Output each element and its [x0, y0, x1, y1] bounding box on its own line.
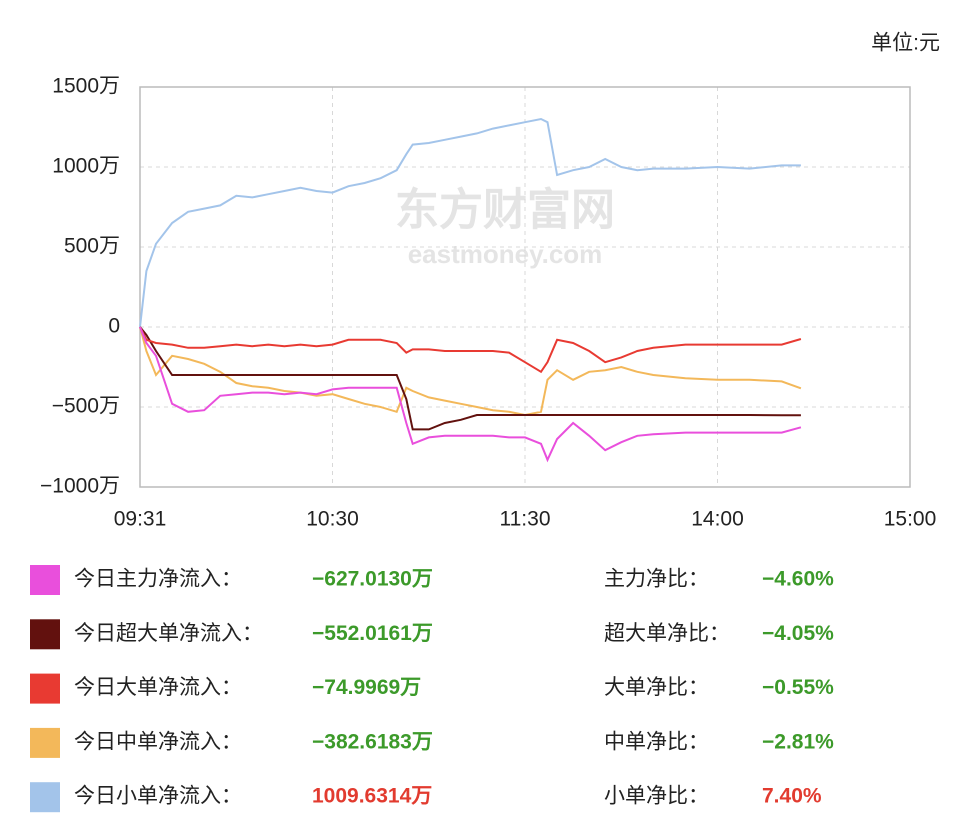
total-value: −74.9969万 [312, 676, 421, 699]
series-line [139, 326, 801, 431]
series-line [139, 326, 802, 417]
legend-label: 今日中单净流入： [74, 730, 242, 753]
unit-note: 单位:元 [871, 32, 940, 55]
total-value: 1009.6314万 [312, 785, 432, 808]
x-tick-label: 10:30 [306, 508, 359, 531]
legend-label: 今日主力净流入： [74, 568, 242, 591]
ratio-name: 小单净比： [604, 785, 709, 808]
ratio-name: 超大单净比： [604, 622, 730, 645]
series-line [139, 117, 801, 328]
y-tick-label: 1000万 [52, 155, 120, 178]
x-tick-label: 11:30 [500, 508, 551, 531]
x-tick-label: 14:00 [691, 508, 744, 531]
ratio-name: 主力净比： [604, 568, 709, 591]
ratio-value: −0.55% [762, 676, 834, 699]
y-tick-label: −500万 [52, 395, 120, 418]
y-tick-label: −1000万 [40, 475, 120, 498]
legend-swatch [30, 619, 60, 650]
legend-swatch [30, 782, 60, 813]
ratio-value: 7.40% [762, 785, 822, 808]
legend-label: 今日大单净流入： [74, 676, 242, 699]
total-value: −552.0161万 [312, 622, 433, 645]
x-tick-label: 15:00 [884, 508, 937, 531]
ratio-value: −2.81% [762, 730, 834, 753]
series-line [139, 326, 802, 463]
watermark: eastmoney.com [408, 239, 603, 269]
watermark: 东方财富网 [395, 186, 615, 235]
y-tick-label: 0 [108, 315, 120, 338]
total-value: −382.6183万 [312, 730, 433, 753]
legend-swatch [30, 673, 60, 704]
ratio-name: 大单净比： [604, 676, 709, 699]
total-value: −627.0130万 [312, 568, 433, 591]
series-line [139, 326, 802, 374]
x-tick-label: 09:31 [114, 508, 167, 531]
legend-label: 今日小单净流入： [74, 785, 242, 808]
legend-label: 今日超大单净流入： [74, 622, 263, 645]
y-tick-label: 1500万 [52, 75, 120, 98]
y-tick-label: 500万 [64, 235, 120, 258]
legend-swatch [30, 727, 60, 758]
legend-swatch [30, 565, 60, 595]
plot-border [139, 86, 911, 488]
ratio-value: −4.05% [762, 622, 834, 645]
ratio-value: −4.60% [762, 568, 834, 591]
ratio-name: 中单净比： [604, 730, 709, 753]
